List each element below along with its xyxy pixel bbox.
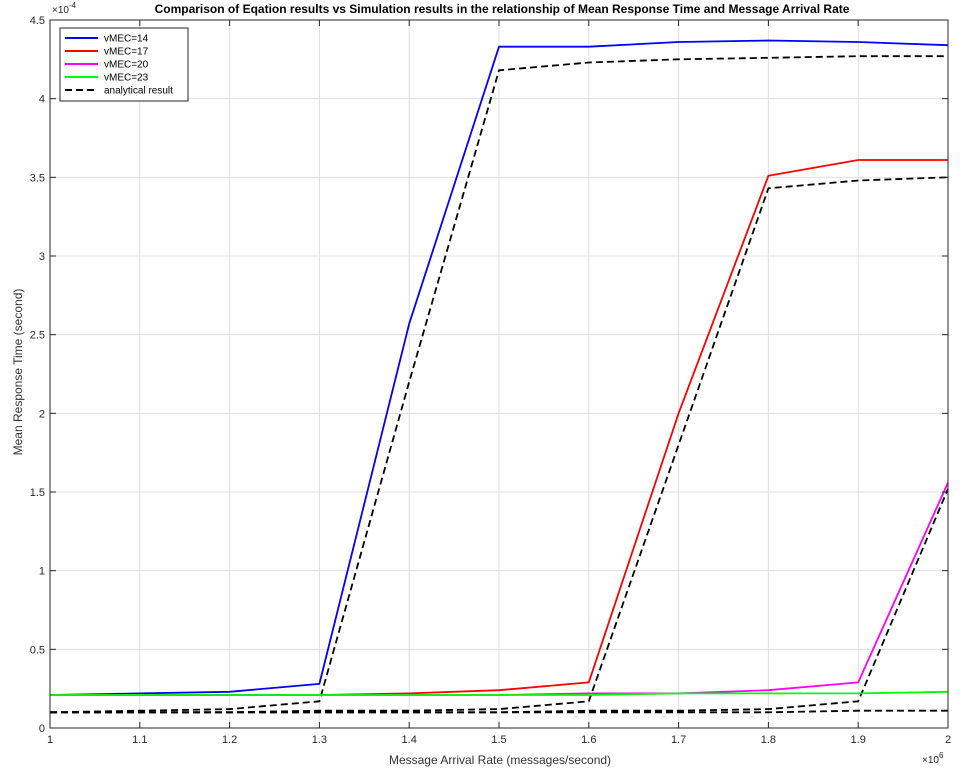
y-tick-label: 0.5 [30,644,45,656]
y-tick-labels: 0 0.5 1 1.5 2 2.5 3 3.5 4 4.5 [30,15,45,735]
x-tick-label: 1.8 [761,734,776,746]
y-tick-label: 2.5 [30,330,45,342]
x-tick-label: 1.2 [222,734,237,746]
y-tick-label: 3 [39,251,45,263]
y-tick-label: 0 [39,723,45,735]
y-tick-label: 1.5 [30,487,45,499]
y-axis-label: Mean Response Time (second) [11,289,25,456]
y-tick-label: 4.5 [30,15,45,27]
legend: vMEC=14 vMEC=17 vMEC=20 vMEC=23 analytical r… [59,27,189,102]
x-tick-label: 1.7 [671,734,686,746]
y-tick-label: 1 [39,566,45,578]
x-tick-label: 1.1 [132,734,147,746]
legend-label: vMEC=17 [104,47,149,58]
legend-label: analytical result [104,86,173,97]
legend-label: vMEC=14 [104,34,149,45]
x-axis-label: Message Arrival Rate (messages/second) [389,753,611,767]
x-tick-label: 1.3 [312,734,327,746]
y-exponent: ×10-4 [52,1,77,16]
y-tick-label: 2 [39,408,45,420]
y-tick-label: 4 [39,94,45,106]
series-line-vmec-14 [49,39,949,696]
series-line-analytical-result [49,55,948,714]
y-tick-label: 3.5 [30,172,45,184]
x-tick-label: 2 [945,734,951,746]
x-tick-label: 1.9 [851,734,866,746]
x-tick-labels: 1 1.1 1.2 1.3 1.4 1.5 1.6 1.7 1.8 1.9 2 [47,734,951,746]
series-line-analytical-7 [50,709,948,714]
x-tick-label: 1.6 [581,734,596,746]
legend-label: vMEC=20 [104,60,149,71]
x-tick-label: 1.5 [491,734,506,746]
grid-lines [49,19,949,729]
x-tick-label: 1 [47,734,53,746]
series-line-vmec-23 [50,690,949,696]
legend-label: vMEC=23 [104,73,149,84]
plot-area [49,39,949,714]
x-tick-label: 1.4 [402,734,417,746]
tick-marks [49,19,949,729]
x-exponent: ×106 [922,751,944,766]
chart-title: Comparison of Eqation results vs Simulat… [155,2,850,16]
